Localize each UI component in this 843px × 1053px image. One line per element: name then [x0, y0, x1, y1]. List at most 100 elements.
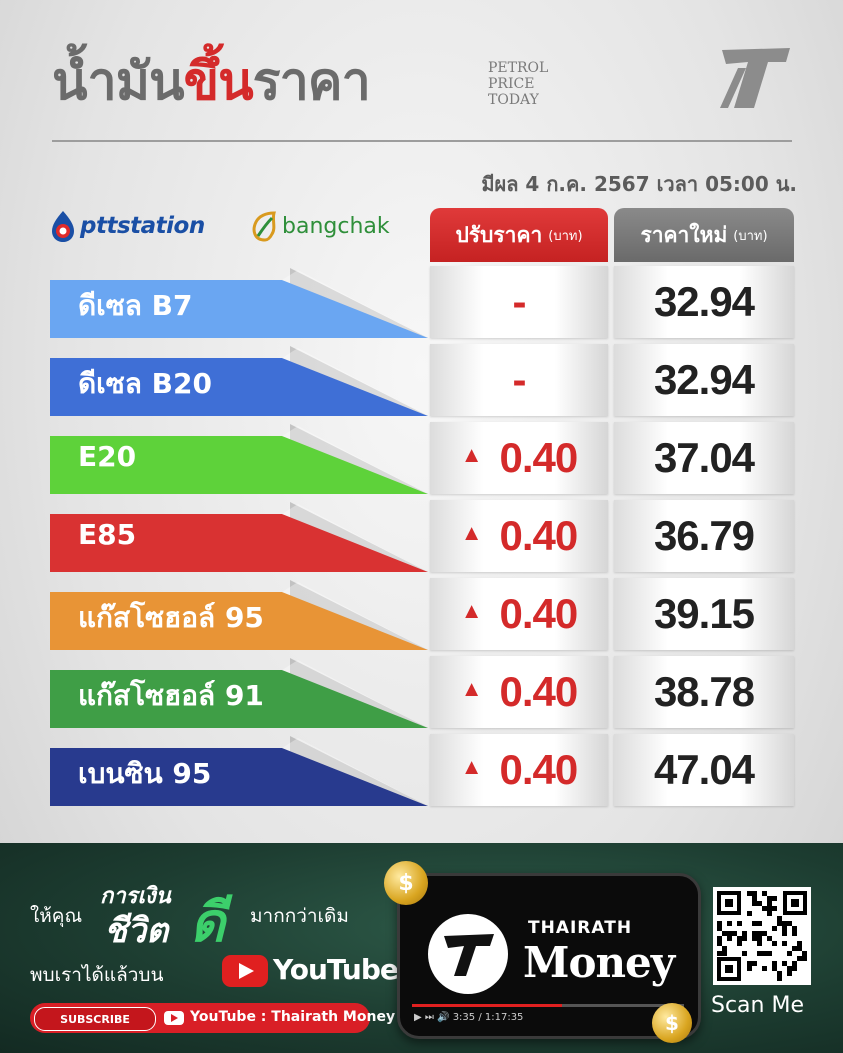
fuel-name-ribbon: แก๊สโซฮอล์ 91 — [50, 656, 428, 728]
promo-brand-line1: การเงิน — [100, 884, 171, 909]
adjust-amount: - — [512, 356, 527, 403]
new-price-header-unit: (บาท) — [733, 228, 768, 244]
phone-brand-big: Money — [523, 938, 675, 987]
video-progress-bar[interactable] — [412, 1004, 684, 1007]
fuel-row: แก๊สโซฮอล์ 91 ▲ 0.40 38.78 — [0, 656, 843, 728]
new-price-value: 38.78 — [653, 668, 755, 715]
adjust-cell: - — [430, 266, 608, 338]
channel-name: YouTube : Thairath Money — [190, 1009, 396, 1025]
new-price-header-label: ราคาใหม่ — [640, 222, 728, 247]
qr-code[interactable] — [713, 887, 811, 985]
title-price: ราคา — [252, 52, 371, 112]
subscribe-banner[interactable]: SUBSCRIBE YouTube : Thairath Money — [30, 1003, 395, 1033]
fuel-row: E20 ▲ 0.40 37.04 — [0, 422, 843, 494]
promo-give-text: ให้คุณ — [30, 905, 83, 927]
ptt-label: pttstation — [80, 213, 205, 239]
new-price-cell: 38.78 — [614, 656, 794, 728]
fuel-name-ribbon: แก๊สโซฮอล์ 95 — [50, 578, 428, 650]
adjust-cell: ▲ 0.40 — [430, 578, 608, 650]
new-price-value: 36.79 — [653, 512, 755, 559]
promo-brand-line3: ดี — [190, 891, 226, 954]
new-price-column-header: ราคาใหม่ (บาท) — [614, 208, 794, 262]
ribbon-shape — [50, 346, 428, 416]
video-time: 3:35 / 1:17:35 — [452, 1012, 524, 1023]
adjust-cell: ▲ 0.40 — [430, 656, 608, 728]
gold-coin-icon: $ — [652, 1003, 692, 1043]
fuel-name: แก๊สโซฮอล์ 95 — [78, 601, 264, 634]
youtube-play-icon[interactable] — [222, 955, 268, 987]
fuel-row: ดีเซล B20 - 32.94 — [0, 344, 843, 416]
adjust-amount: 0.40 — [499, 434, 579, 481]
page-title: น้ำมันขึ้นราคา — [52, 42, 371, 122]
adjust-header-unit: (บาท) — [548, 228, 583, 244]
fuel-name: E20 — [78, 440, 137, 473]
subtitle-line: PRICE — [488, 76, 535, 92]
adjust-value: ▲ 0.40 — [430, 734, 608, 806]
bangchak-label: bangchak — [282, 213, 390, 239]
adjust-header-label: ปรับราคา — [455, 222, 543, 247]
subtitle: PETROL PRICE TODAY — [488, 60, 548, 108]
subscribe-button[interactable]: SUBSCRIBE — [34, 1007, 156, 1031]
video-controls: ▶ ⏭ 🔊 3:35 / 1:17:35 — [414, 1012, 524, 1023]
fuel-row: เบนซิน 95 ▲ 0.40 47.04 — [0, 734, 843, 806]
fuel-name: ดีเซล B7 — [78, 289, 193, 322]
up-arrow-icon: ▲ — [460, 676, 483, 701]
promo-more-text: มากกว่าเดิม — [250, 905, 349, 927]
up-arrow-icon: ▲ — [460, 598, 483, 623]
adjust-amount: 0.40 — [499, 512, 579, 559]
new-price-cell: 47.04 — [614, 734, 794, 806]
new-price-value: 39.15 — [653, 590, 755, 637]
adjust-cell: ▲ 0.40 — [430, 734, 608, 806]
phone-logo-circle — [428, 914, 508, 994]
fuel-name-ribbon: เบนซิน 95 — [50, 734, 428, 806]
up-arrow-icon: ▲ — [460, 520, 483, 545]
thairath-logo-icon — [444, 934, 494, 976]
ribbon-shape — [50, 268, 428, 338]
adjust-value: - — [430, 344, 608, 416]
new-price-cell: 32.94 — [614, 266, 794, 338]
ribbon-shape — [50, 424, 428, 494]
ptt-flame-icon — [52, 211, 74, 242]
new-price-value: 32.94 — [653, 278, 755, 325]
fuel-name-ribbon: ดีเซล B20 — [50, 344, 428, 416]
youtube-small-icon — [164, 1011, 184, 1025]
adjust-cell: ▲ 0.40 — [430, 500, 608, 572]
thairath-logo-icon — [720, 48, 790, 108]
ribbon-shape — [50, 580, 428, 650]
adjust-value: - — [430, 266, 608, 338]
subtitle-line: TODAY — [488, 92, 539, 108]
adjust-column-header: ปรับราคา (บาท) — [430, 208, 608, 262]
youtube-wordmark: YouTube — [273, 953, 399, 986]
fuel-name: เบนซิน 95 — [78, 757, 212, 790]
new-price-cell: 37.04 — [614, 422, 794, 494]
promo-meet-text: พบเราได้แล้วบน — [30, 964, 164, 986]
new-price-cell: 36.79 — [614, 500, 794, 572]
fuel-row: แก๊สโซฮอล์ 95 ▲ 0.40 39.15 — [0, 578, 843, 650]
phone-mockup: THAIRATH Money ▶ ⏭ 🔊 3:35 / 1:17:35 — [397, 873, 701, 1039]
adjust-value: ▲ 0.40 — [430, 422, 608, 494]
fuel-row: ดีเซล B7 - 32.94 — [0, 266, 843, 338]
effective-date: มีผล 4 ก.ค. 2567 เวลา 05:00 น. — [481, 172, 797, 196]
new-price-value: 47.04 — [653, 746, 755, 793]
adjust-value: ▲ 0.40 — [430, 500, 608, 572]
fuel-name-ribbon: E85 — [50, 500, 428, 572]
bangchak-logo: bangchak — [250, 208, 390, 244]
qr-code-icon — [717, 891, 807, 981]
ribbon-shape — [50, 502, 428, 572]
adjust-value: ▲ 0.40 — [430, 578, 608, 650]
gold-coin-icon: $ — [384, 861, 428, 905]
new-price-value: 32.94 — [653, 356, 755, 403]
new-price-value: 37.04 — [653, 434, 755, 481]
fuel-name: ดีเซล B20 — [78, 367, 212, 400]
ribbon-shape — [50, 736, 428, 806]
fuel-name: E85 — [78, 518, 137, 551]
bangchak-leaf-icon — [252, 211, 276, 242]
fuel-name: แก๊สโซฮอล์ 91 — [78, 679, 264, 712]
fuel-name-ribbon: ดีเซล B7 — [50, 266, 428, 338]
fuel-row: E85 ▲ 0.40 36.79 — [0, 500, 843, 572]
promo-footer: ให้คุณ การเงิน ชีวิต ดี มากกว่าเดิม พบเร… — [0, 843, 843, 1053]
phone-brand-small: THAIRATH — [528, 918, 633, 938]
scan-me-label: Scan Me — [711, 993, 804, 1018]
new-price-cell: 39.15 — [614, 578, 794, 650]
